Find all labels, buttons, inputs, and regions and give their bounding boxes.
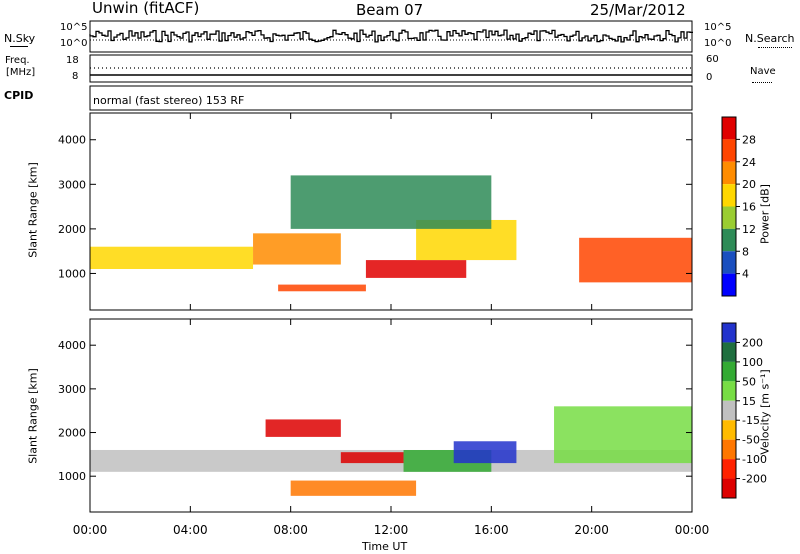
station-title: Unwin (fitACF) xyxy=(92,0,200,17)
cpid-value: normal (fast stereo) 153 RF xyxy=(93,94,245,107)
velocity-colorbar-cell xyxy=(722,342,736,362)
velocity-colorbar-tick-label: -200 xyxy=(742,473,767,486)
nsearch-line xyxy=(758,47,792,48)
power-colorbar-tick-label: 4 xyxy=(742,268,749,281)
velocity-colorbar-cell xyxy=(722,400,736,421)
power-colorbar-tick-label: 20 xyxy=(742,178,756,191)
velocity-colorbar-tick-label: 50 xyxy=(742,375,756,388)
nsky-line xyxy=(10,46,28,47)
power-colorbar-cell xyxy=(722,251,736,274)
power-colorbar-cell xyxy=(722,161,736,185)
velocity-ytick-label: 4000 xyxy=(58,339,86,352)
power-region xyxy=(253,233,341,265)
velocity-colorbar-cell xyxy=(722,439,736,460)
power-colorbar-cell xyxy=(722,273,736,296)
nsearch-label: N.Search xyxy=(745,32,795,45)
velocity-region xyxy=(265,419,341,437)
power-ytick-label: 2000 xyxy=(58,223,86,236)
noise-tick-right-bottom: 10^0 xyxy=(704,38,732,49)
nave-tick-bottom: 0 xyxy=(706,72,713,83)
xtick-label: 16:00 xyxy=(474,523,509,537)
power-colorbar-tick-label: 24 xyxy=(742,156,756,169)
velocity-colorbar-cell xyxy=(722,323,736,343)
power-colorbar-tick-label: 8 xyxy=(742,245,749,258)
velocity-ytick-label: 1000 xyxy=(58,470,86,483)
velocity-colorbar-tick-label: -15 xyxy=(742,414,760,427)
velocity-region xyxy=(453,441,517,464)
nave-tick-top: 60 xyxy=(706,54,719,65)
power-region xyxy=(365,260,467,278)
xtick-label: 04:00 xyxy=(173,523,208,537)
power-ytick-label: 4000 xyxy=(58,134,86,147)
power-region xyxy=(278,284,366,292)
nave-label: Nave xyxy=(750,66,776,77)
velocity-ytick-label: 2000 xyxy=(58,427,86,440)
xtick-label: 12:00 xyxy=(374,523,409,537)
velocity-colorbar-tick-label: 200 xyxy=(742,336,763,349)
power-colorbar-cell xyxy=(722,184,736,207)
cpid-label: CPID xyxy=(4,89,34,102)
velocity-colorbar-cell xyxy=(722,459,736,479)
xtick-label: 00:00 xyxy=(73,523,108,537)
noise-tick-left-bottom: 10^0 xyxy=(60,38,88,49)
power-colorbar-tick-label: 28 xyxy=(742,133,756,146)
beam-title: Beam 07 xyxy=(356,1,424,19)
power-region xyxy=(579,237,692,283)
cpid-panel xyxy=(89,85,693,111)
nave-line xyxy=(752,82,772,83)
noise-tick-left-top: 10^5 xyxy=(60,22,88,33)
velocity-colorbar-cell xyxy=(722,478,736,498)
freq-tick-bottom: 8 xyxy=(72,71,79,82)
power-ytick-label: 1000 xyxy=(58,267,86,280)
velocity-colorbar-cell xyxy=(722,420,736,440)
velocity-colorbar-tick-label: 15 xyxy=(742,395,756,408)
freq-label: Freq. xyxy=(5,55,30,66)
nsky-label: N.Sky xyxy=(4,32,36,45)
power-region xyxy=(90,246,254,269)
velocity-colorbar-tick-label: 100 xyxy=(742,356,763,369)
power-ytick-label: 3000 xyxy=(58,178,86,191)
freq-tick-top: 18 xyxy=(66,55,79,66)
velocity-colorbar-frame xyxy=(721,322,737,499)
xaxis-label: Time UT xyxy=(362,540,408,553)
freq-unit-label: [MHz] xyxy=(6,67,36,78)
velocity-colorbar-tick-label: -100 xyxy=(742,453,767,466)
power-colorbar-tick-label: 12 xyxy=(742,223,756,236)
velocity-ytick-label: 3000 xyxy=(58,383,86,396)
power-colorbar-cell xyxy=(722,139,736,162)
xtick-label: 00:00 xyxy=(675,523,710,537)
velocity-region xyxy=(554,406,692,464)
velocity-colorbar-cell xyxy=(722,361,736,382)
power-colorbar-cell xyxy=(722,117,736,140)
velocity-colorbar-tick-label: -50 xyxy=(742,434,760,447)
noise-tick-right-top: 10^5 xyxy=(704,22,732,33)
power-colorbar-cell xyxy=(722,206,736,229)
velocity-region xyxy=(290,480,417,496)
power-colorbar-cell xyxy=(722,228,736,252)
velocity-region xyxy=(340,452,404,464)
power-colorbar-tick-label: 16 xyxy=(742,201,756,214)
xtick-label: 20:00 xyxy=(574,523,609,537)
xtick-label: 08:00 xyxy=(273,523,308,537)
date-title: 25/Mar/2012 xyxy=(590,1,686,19)
power-region xyxy=(290,175,492,229)
velocity-colorbar-cell xyxy=(722,381,736,401)
